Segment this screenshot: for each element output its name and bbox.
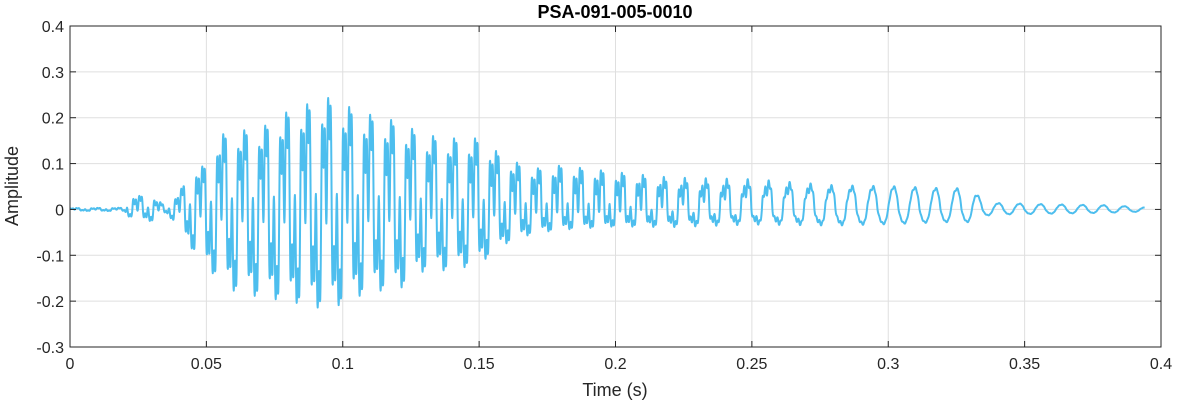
x-tick-label: 0.3 [877, 356, 899, 373]
y-tick-label: 0 [55, 202, 64, 219]
x-tick-label: 0.25 [736, 356, 767, 373]
y-tick-label: 0.2 [42, 111, 64, 128]
y-tick-label: 0.4 [42, 19, 64, 36]
x-tick-label: 0.35 [1009, 356, 1040, 373]
x-tick-label: 0.15 [464, 356, 495, 373]
y-tick-label: -0.3 [36, 340, 64, 357]
x-tick-label: 0 [66, 356, 75, 373]
y-tick-label: 0.1 [42, 157, 64, 174]
chart-title: PSA-091-005-0010 [537, 2, 692, 22]
waveform-series-line [69, 97, 1146, 309]
x-tick-label: 0.4 [1150, 356, 1172, 373]
y-tick-label: 0.3 [42, 65, 64, 82]
plot-area [69, 97, 1146, 309]
y-axis-label: Amplitude [2, 146, 22, 226]
y-tick-label: -0.2 [36, 294, 64, 311]
ticks: 0 0.05 0.1 0.15 0.2 0.25 0.3 0.35 0.4 -0.3 -0.2 -0.… [36, 19, 1172, 373]
x-tick-label: 0.05 [191, 356, 222, 373]
x-tick-label: 0.1 [332, 356, 354, 373]
x-axis-label: Time (s) [582, 380, 647, 400]
y-tick-label: -0.1 [36, 248, 64, 265]
x-tick-label: 0.2 [604, 356, 626, 373]
